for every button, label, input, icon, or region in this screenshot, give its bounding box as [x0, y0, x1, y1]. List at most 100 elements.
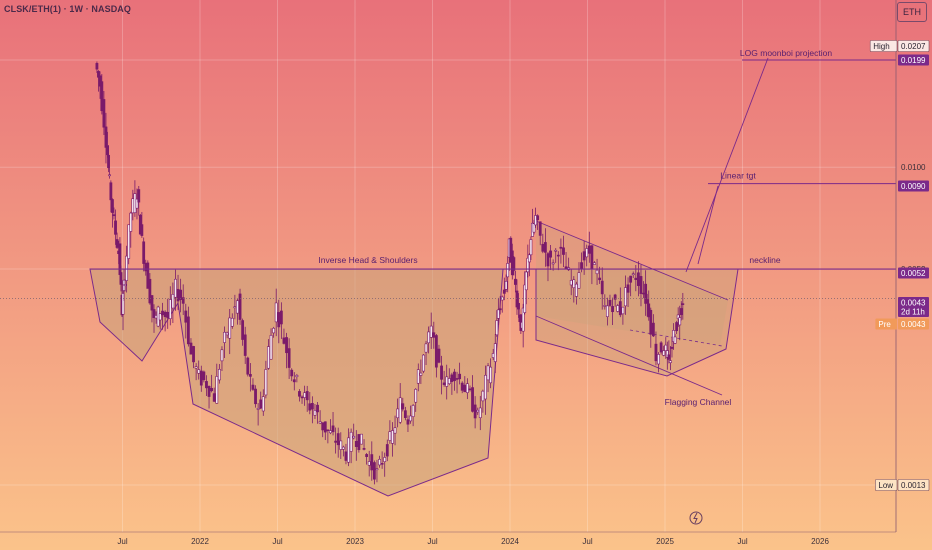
candle-body — [115, 239, 119, 248]
candle-body — [181, 297, 185, 304]
candle-body — [493, 343, 497, 362]
candle-body — [352, 435, 356, 439]
linear-target-line — [697, 185, 719, 265]
candle-body — [102, 99, 106, 128]
candle-body — [669, 360, 672, 364]
candle-body — [321, 422, 325, 431]
annotation-label: neckline — [749, 255, 780, 265]
candle-body — [220, 349, 224, 362]
candle-body — [559, 246, 563, 249]
candle-body — [651, 322, 655, 337]
candle-body — [468, 388, 472, 391]
price-tag-label-box — [875, 479, 898, 491]
candle-body — [427, 331, 431, 344]
candle-body — [572, 279, 576, 289]
candle-series — [95, 61, 685, 485]
candle-body — [605, 305, 609, 317]
candle-body — [536, 215, 540, 221]
candle-body — [367, 461, 371, 466]
candle-body — [287, 348, 291, 368]
candle-body — [274, 302, 278, 323]
candle-body — [194, 366, 198, 369]
symbol-title[interactable]: CLSK/ETH(1) · 1W · NASDAQ — [4, 4, 131, 14]
candle-body — [125, 255, 129, 281]
candle-body — [152, 309, 156, 318]
candle-body — [659, 342, 663, 353]
candle-body — [534, 215, 537, 226]
candle-body — [108, 174, 111, 177]
price-tag-label: Low — [878, 481, 893, 490]
candle-body — [676, 314, 680, 320]
candle-body — [582, 251, 586, 261]
candle-body — [562, 247, 565, 255]
candle-body — [608, 299, 612, 306]
candle-body — [495, 320, 499, 336]
lightning-icon[interactable] — [689, 511, 703, 525]
candle-body — [587, 245, 591, 254]
x-tick-label: Jul — [582, 537, 592, 546]
time-axis[interactable]: Jul 2022 Jul 2023 Jul 2024 Jul 2025 Jul 2026 — [0, 531, 896, 546]
candle-body — [295, 375, 299, 378]
candle-body — [305, 391, 309, 401]
price-axis[interactable]: 0.0100 0.0052 0.0013 0.0207 High 0.0199 0.0090… — [869, 40, 930, 491]
candle-body — [645, 299, 649, 304]
candle-body — [414, 389, 418, 403]
x-tick-label: Jul — [427, 537, 437, 546]
candle-body — [316, 404, 319, 413]
price-tag-value: 0.0013 — [901, 481, 926, 490]
candle-body — [112, 214, 116, 217]
candle-body — [517, 302, 520, 310]
currency-unit-badge[interactable]: ETH — [897, 2, 927, 22]
candle-body — [616, 305, 620, 312]
candle-body — [277, 312, 281, 328]
candle-body — [163, 311, 167, 318]
candle-body — [678, 317, 682, 326]
candle-body — [349, 431, 353, 452]
price-tag-countdown: 2d 11h — [901, 308, 925, 317]
price-tag-value: 0.0052 — [901, 269, 926, 278]
candle-body — [370, 454, 374, 471]
candle-body — [403, 410, 407, 418]
candle-body — [621, 306, 625, 315]
candle-body — [639, 276, 643, 294]
candle-body — [496, 309, 500, 319]
candle-body — [241, 320, 245, 340]
price-tag-label: High — [873, 42, 889, 51]
annotation-label: Flagging Channel — [665, 397, 732, 407]
candle-body — [158, 313, 162, 321]
horizontal-lines — [0, 59, 896, 300]
candle-body — [458, 373, 462, 380]
candle-body — [127, 224, 131, 259]
candle-body — [100, 81, 104, 112]
x-tick-label: Jul — [737, 537, 747, 546]
candle-body — [662, 350, 666, 356]
candle-body — [502, 289, 506, 294]
candle-body — [140, 224, 144, 236]
candle-body — [432, 332, 436, 338]
candle-body — [442, 382, 446, 385]
candle-body — [398, 397, 402, 423]
candle-body — [238, 293, 242, 320]
candle-body — [166, 311, 170, 319]
candle-body — [626, 284, 630, 293]
candle-body — [538, 221, 542, 236]
candle-body — [97, 71, 100, 78]
candle-body — [506, 263, 510, 278]
candle-body — [672, 330, 675, 342]
price-tag-label-box — [875, 318, 897, 330]
candle-body — [549, 250, 552, 258]
annotation-layer: LOG moonboi projection Linear tgt Inverse … — [318, 48, 832, 407]
candle-body — [447, 378, 451, 384]
candle-body — [385, 444, 389, 457]
candle-body — [396, 408, 400, 419]
candle-body — [192, 346, 195, 363]
candle-body — [313, 410, 317, 416]
candle-body — [246, 357, 250, 375]
candle-body — [489, 366, 493, 384]
candle-body — [104, 126, 108, 148]
candle-body — [179, 289, 183, 300]
candle-body — [290, 369, 294, 377]
candle-body — [634, 277, 638, 280]
candle-body — [532, 223, 536, 233]
